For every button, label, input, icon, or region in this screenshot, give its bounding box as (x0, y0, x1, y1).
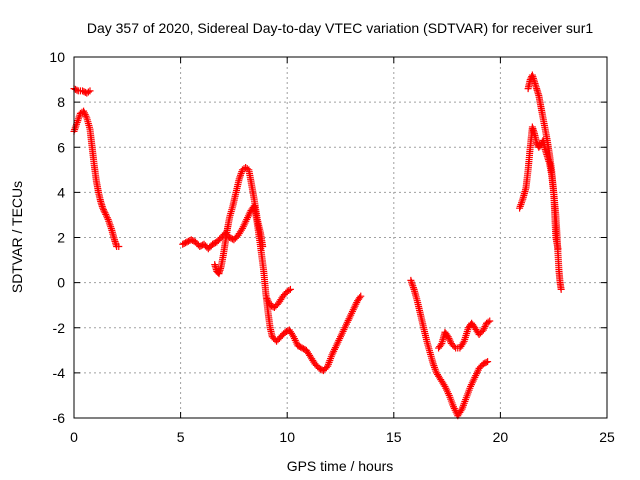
data-point (480, 324, 488, 332)
data-point (102, 210, 110, 218)
x-tick-label: 10 (279, 429, 295, 445)
data-point (459, 339, 467, 347)
axis-ticks: 0 5 10 15 20 25 -6 -4 -2 0 2 4 6 8 10 (49, 49, 615, 445)
y-tick-label: 2 (57, 230, 65, 246)
x-tick-label: 20 (493, 429, 509, 445)
plot-frame (73, 56, 608, 419)
series-segment-1b (70, 107, 123, 251)
data-point (99, 206, 107, 214)
x-axis-label: GPS time / hours (287, 458, 394, 474)
data-point (286, 285, 294, 293)
y-tick-label: -4 (53, 365, 66, 381)
data-point (80, 109, 88, 117)
data-point (100, 207, 108, 215)
series-segment-2b (211, 164, 267, 278)
data-point (82, 112, 90, 120)
series-segment-2c (263, 285, 294, 311)
data-point (86, 87, 94, 95)
data-point (259, 243, 267, 251)
y-tick-label: 10 (49, 49, 65, 65)
data-point (265, 298, 273, 306)
series-segment-3a (407, 276, 492, 420)
data-point (356, 294, 364, 302)
data-point (81, 111, 89, 119)
x-tick-label: 25 (599, 429, 615, 445)
data-point (84, 88, 92, 96)
series-segment-1a (70, 85, 94, 97)
y-tick-label: 8 (57, 94, 65, 110)
y-tick-label: 0 (57, 275, 65, 291)
data-point (484, 318, 492, 326)
data-point (450, 343, 458, 351)
data-point (101, 209, 109, 217)
y-tick-label: -2 (53, 320, 66, 336)
data-point (444, 333, 452, 341)
y-tick-label: 6 (57, 139, 65, 155)
chart-title: Day 357 of 2020, Sidereal Day-to-day VTE… (87, 20, 593, 36)
data-point (263, 294, 271, 302)
x-tick-label: 15 (386, 429, 402, 445)
series-segment-2a (179, 202, 365, 375)
data-point (103, 212, 111, 220)
series-segment-3b (435, 317, 494, 352)
data-point (80, 107, 88, 115)
data-point (445, 334, 453, 342)
data-point (482, 358, 490, 366)
data-point (103, 214, 111, 222)
data-point (481, 323, 489, 331)
series-segment-4b (524, 71, 565, 293)
y-axis-label: SDTVAR / TECUs (9, 181, 25, 293)
data-point (479, 326, 487, 334)
data-point (484, 358, 492, 366)
data-point (285, 287, 293, 295)
data-point (357, 292, 365, 300)
data-point (446, 336, 454, 344)
data-points (70, 71, 565, 420)
data-point (264, 296, 272, 304)
data-point (437, 341, 445, 349)
y-tick-label: 4 (57, 184, 65, 200)
data-point (486, 317, 494, 325)
data-point (533, 139, 541, 147)
data-point (99, 204, 107, 212)
data-point (115, 243, 123, 251)
data-point (73, 86, 81, 94)
x-tick-label: 5 (177, 429, 185, 445)
data-point (557, 285, 565, 293)
x-tick-label: 0 (70, 429, 78, 445)
grid (74, 57, 607, 418)
y-tick-label: -6 (53, 410, 66, 426)
data-point (457, 407, 465, 415)
